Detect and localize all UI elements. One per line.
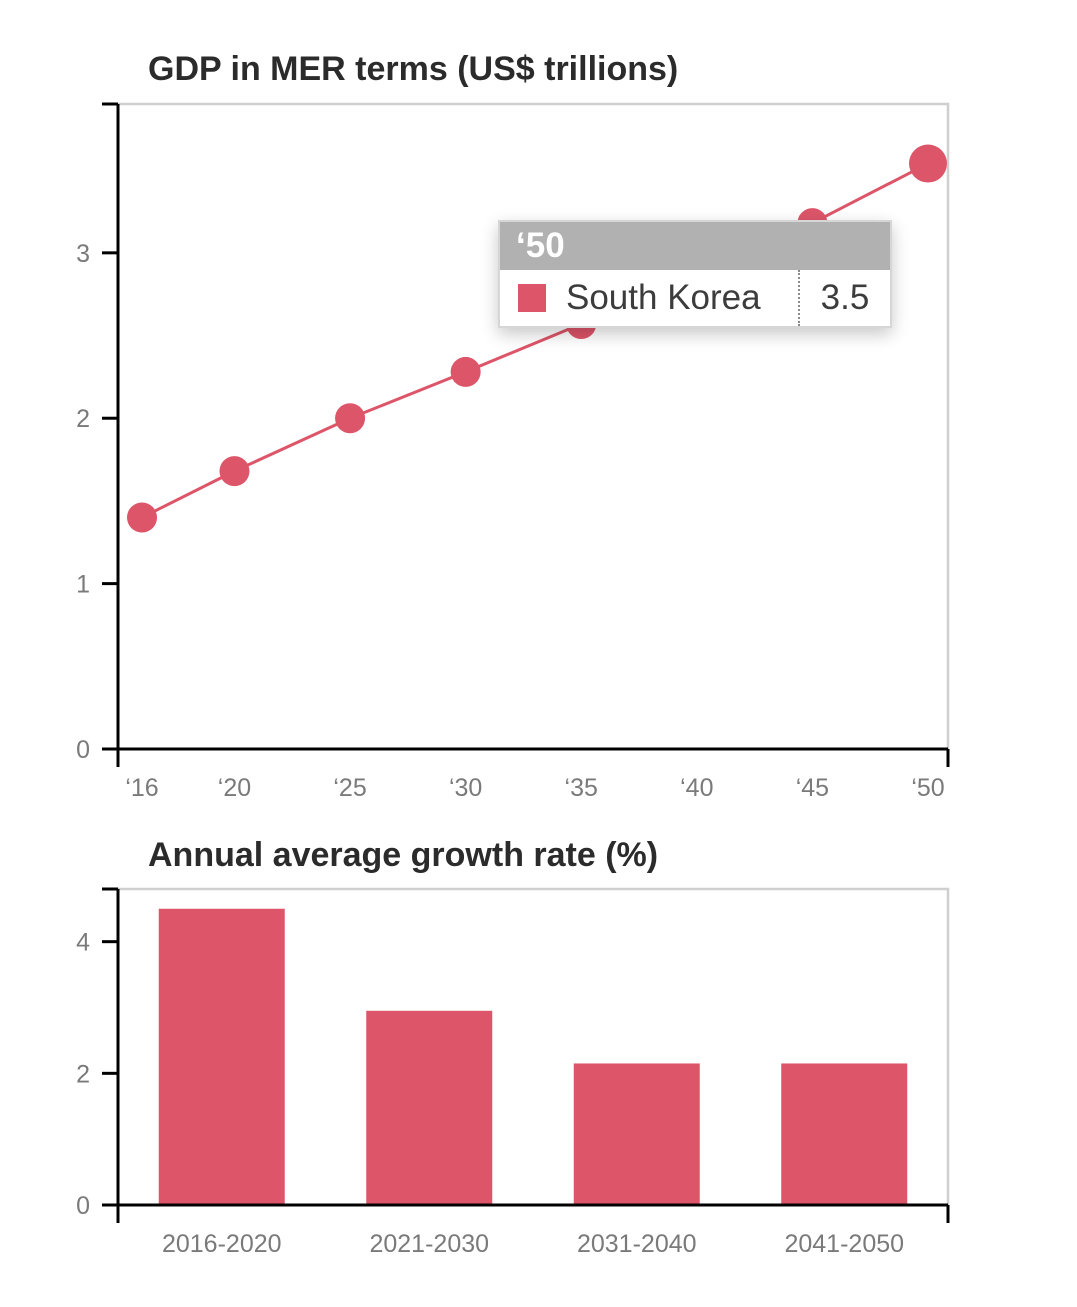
tooltip-series-name: South Korea bbox=[566, 278, 761, 317]
gdp-y-tick-label: 3 bbox=[76, 240, 90, 268]
growth-bar bbox=[781, 1063, 908, 1205]
growth-bar bbox=[366, 1010, 493, 1205]
growth-x-tick-label: 2031-2040 bbox=[577, 1230, 697, 1258]
tooltip-separator bbox=[798, 270, 800, 326]
growth-bar bbox=[158, 908, 285, 1205]
growth-bar bbox=[573, 1063, 700, 1205]
gdp-y-tick-label: 1 bbox=[76, 571, 90, 599]
gdp-x-tick-label: ‘40 bbox=[680, 774, 713, 802]
growth-x-tick-label: 2021-2030 bbox=[369, 1230, 489, 1258]
gdp-x-tick-label: ‘25 bbox=[333, 774, 366, 802]
gdp-chart-title: GDP in MER terms (US$ trillions) bbox=[148, 50, 679, 88]
gdp-data-point bbox=[219, 456, 250, 487]
gdp-y-tick-label: 0 bbox=[76, 736, 90, 764]
tooltip-header: ‘50 bbox=[500, 222, 890, 270]
growth-x-tick-label: 2016-2020 bbox=[162, 1230, 282, 1258]
growth-x-tick-label: 2041-2050 bbox=[784, 1230, 904, 1258]
growth-y-tick-label: 0 bbox=[76, 1192, 90, 1220]
gdp-x-tick-label: ‘16 bbox=[125, 774, 158, 802]
tooltip-value: 3.5 bbox=[820, 278, 870, 317]
gdp-x-tick-label: ‘35 bbox=[565, 774, 598, 802]
tooltip-row: South Korea 3.5 bbox=[500, 270, 890, 326]
data-tooltip: ‘50 South Korea 3.5 bbox=[498, 220, 892, 328]
gdp-x-tick-label: ‘20 bbox=[218, 774, 251, 802]
gdp-data-point bbox=[127, 502, 157, 533]
gdp-data-point bbox=[335, 403, 366, 434]
gdp-y-tick-label: 2 bbox=[76, 405, 90, 433]
growth-y-tick-label: 4 bbox=[76, 929, 90, 957]
growth-y-tick-label: 2 bbox=[76, 1060, 90, 1088]
gdp-x-tick-label: ‘45 bbox=[796, 774, 829, 802]
gdp-x-tick-label: ‘30 bbox=[449, 774, 482, 802]
tooltip-series-swatch bbox=[518, 284, 546, 312]
gdp-data-point bbox=[450, 356, 481, 387]
growth-chart-title: Annual average growth rate (%) bbox=[148, 836, 659, 874]
gdp-data-point bbox=[909, 144, 947, 183]
gdp-x-tick-label: ‘50 bbox=[911, 774, 944, 802]
